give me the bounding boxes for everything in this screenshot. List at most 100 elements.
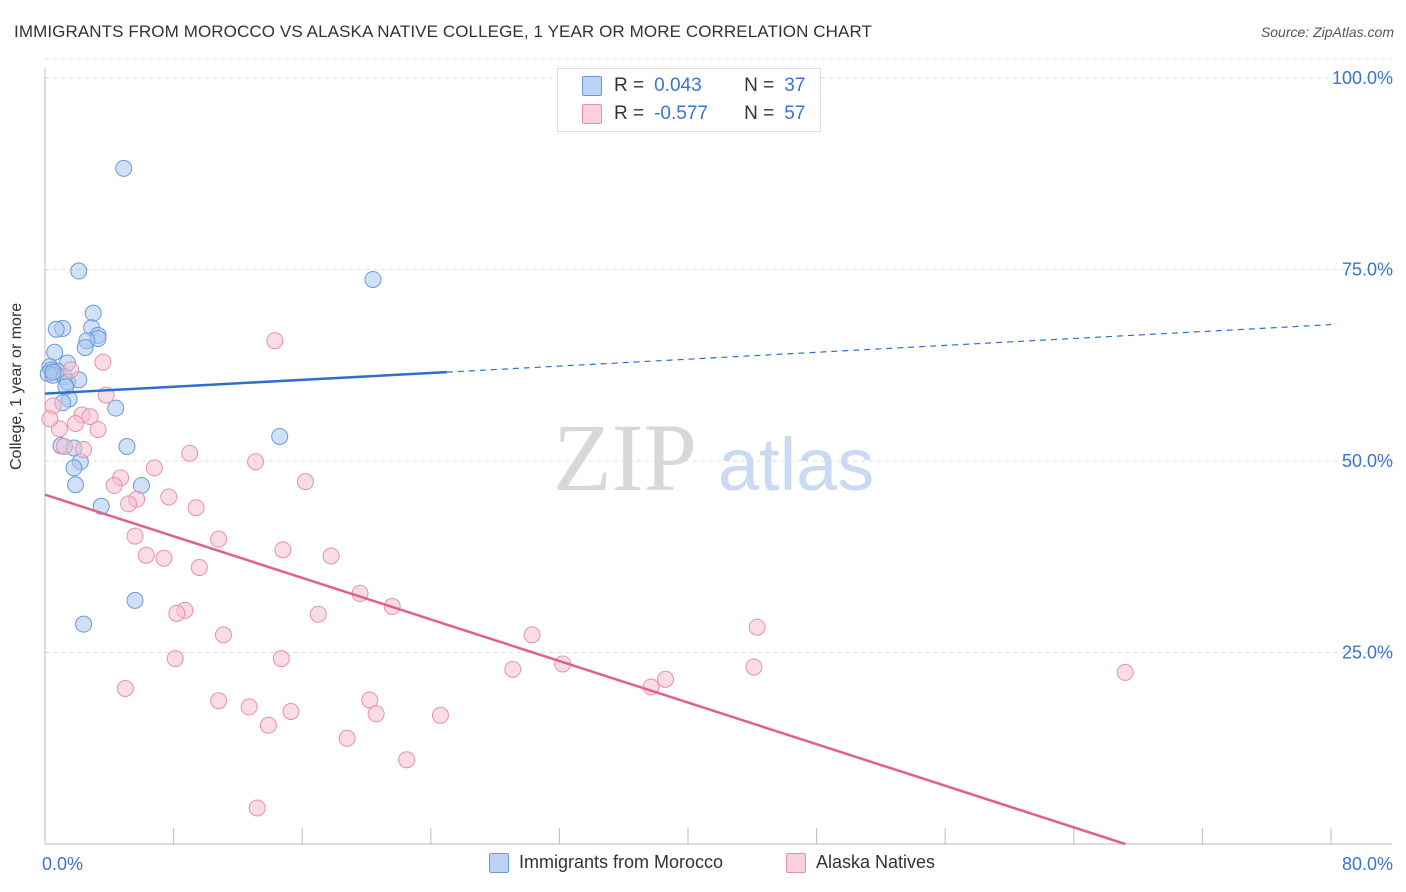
y-axis-label: College, 1 year or more [8, 302, 25, 470]
point-alaska [160, 488, 178, 506]
point-alaska [259, 716, 277, 734]
point-alaska [272, 650, 290, 668]
point-alaska [266, 332, 284, 350]
point-alaska [322, 547, 340, 565]
point-alaska [338, 729, 356, 747]
point-alaska [274, 541, 292, 559]
point-morocco [126, 591, 144, 609]
point-morocco [107, 399, 125, 417]
point-alaska [190, 558, 208, 576]
tick-label-layer: 25.0% 50.0% 75.0% 100.0% 0.0% 80.0% [42, 68, 1393, 874]
series-label: Alaska Natives [816, 852, 936, 872]
point-alaska [75, 441, 93, 459]
point-alaska [398, 751, 416, 769]
point-alaska [745, 658, 763, 676]
point-alaska [240, 698, 258, 716]
point-alaska [296, 473, 314, 491]
series-swatch-pink [786, 852, 806, 873]
axis-layer [44, 68, 1392, 845]
watermark-atlas: atlas [718, 423, 874, 506]
point-alaska [248, 799, 266, 817]
point-alaska [656, 670, 674, 688]
x-tick-label: 0.0% [42, 854, 83, 874]
point-alaska [1116, 663, 1134, 681]
point-alaska [166, 650, 184, 668]
legend-r-value: -0.577 [654, 103, 708, 124]
trend-line-morocco [44, 370, 447, 395]
point-alaska [67, 414, 85, 432]
point-morocco [84, 304, 102, 322]
point-alaska [137, 546, 155, 564]
point-morocco [44, 363, 62, 381]
series-legend-morocco[interactable]: Immigrants from Morocco [489, 852, 723, 873]
point-alaska [181, 444, 199, 462]
point-alaska [89, 421, 107, 439]
x-tick-label: 80.0% [1342, 854, 1393, 874]
legend-swatch-blue [582, 76, 602, 96]
legend-row-alaska: R = -0.577 N = 57 [582, 102, 805, 126]
point-alaska [361, 691, 379, 709]
grid-layer [45, 58, 1392, 653]
point-morocco [46, 343, 64, 361]
point-alaska [247, 453, 265, 471]
point-morocco [118, 437, 136, 455]
point-alaska [120, 495, 138, 513]
point-alaska [210, 530, 228, 548]
trend-layer [44, 324, 1332, 846]
legend-n-value: 57 [784, 103, 806, 124]
point-alaska [41, 410, 59, 428]
point-alaska [367, 705, 385, 723]
point-alaska [94, 353, 112, 371]
series-swatch-blue [489, 852, 509, 873]
legend-r-label: R = [614, 103, 645, 124]
point-alaska [187, 499, 205, 517]
legend-n-label: N = [744, 103, 775, 124]
y-tick-label: 25.0% [1342, 643, 1393, 663]
point-alaska [116, 680, 134, 698]
trend-line-alaska [44, 493, 1126, 846]
point-alaska [155, 549, 173, 567]
watermark: ZIP atlas [553, 404, 874, 511]
point-alaska [145, 459, 163, 477]
point-alaska [62, 361, 80, 379]
legend-swatch-pink [582, 104, 602, 124]
point-alaska [81, 408, 99, 426]
point-alaska [55, 437, 73, 455]
point-morocco [115, 159, 133, 177]
point-alaska [748, 618, 766, 636]
legend-row-morocco: R = 0.043 N = 37 [582, 74, 805, 98]
legend-r-label: R = [614, 75, 645, 96]
point-morocco [70, 262, 88, 280]
point-alaska [214, 626, 232, 644]
point-alaska [126, 527, 144, 545]
watermark-zip: ZIP [553, 404, 697, 511]
trend-line-morocco-extension [446, 324, 1332, 373]
source-label: Source: ZipAtlas.com [1260, 24, 1394, 40]
point-alaska [504, 660, 522, 678]
point-alaska [431, 706, 449, 724]
point-alaska [210, 692, 228, 710]
y-tick-label: 50.0% [1342, 451, 1393, 471]
series-legend-alaska[interactable]: Alaska Natives [786, 852, 935, 873]
point-alaska [282, 702, 300, 720]
point-morocco [75, 615, 93, 633]
point-alaska [309, 605, 327, 623]
point-alaska [523, 626, 541, 644]
points-layer [39, 159, 1134, 817]
y-tick-label: 75.0% [1342, 260, 1393, 280]
point-morocco [271, 427, 289, 445]
point-alaska [168, 604, 186, 622]
series-legend: Immigrants from Morocco Alaska Natives [0, 852, 1406, 878]
chart-title: IMMIGRANTS FROM MOROCCO VS ALASKA NATIVE… [14, 22, 873, 41]
legend-n-value: 37 [784, 75, 806, 96]
y-tick-label: 100.0% [1332, 68, 1393, 88]
legend-n-label: N = [744, 75, 775, 96]
stats-legend: R = 0.043 N = 37 R = -0.577 N = 57 [557, 68, 821, 132]
legend-r-value: 0.043 [654, 75, 702, 96]
point-morocco [65, 459, 83, 477]
point-morocco [47, 320, 65, 338]
point-morocco [67, 476, 85, 494]
point-morocco [364, 270, 382, 288]
point-morocco [76, 339, 94, 357]
